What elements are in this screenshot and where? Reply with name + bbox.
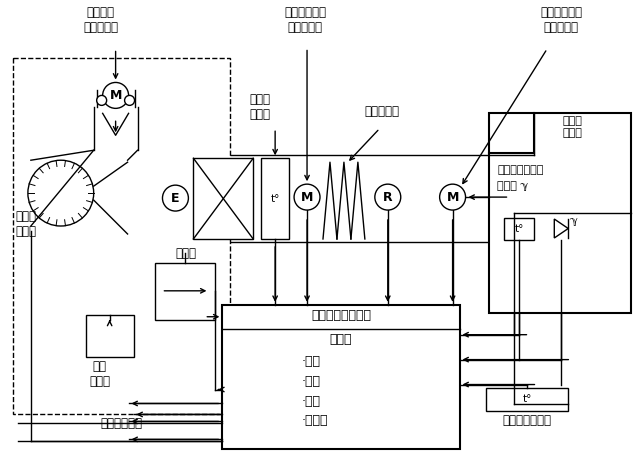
Text: M: M xyxy=(301,190,313,204)
Text: 水温传感器: 水温传感器 xyxy=(365,106,400,118)
Text: t°: t° xyxy=(515,224,524,234)
Circle shape xyxy=(440,184,465,210)
Text: M: M xyxy=(109,89,122,102)
Bar xyxy=(222,305,460,449)
Circle shape xyxy=(375,184,401,210)
Text: ·定时器: ·定时器 xyxy=(302,414,328,427)
Text: 空气混合控制
伺服电动机: 空气混合控制 伺服电动机 xyxy=(284,6,326,34)
Text: 仅限某些型号: 仅限某些型号 xyxy=(100,417,143,431)
Text: ·判断: ·判断 xyxy=(302,395,321,408)
Text: t°: t° xyxy=(523,395,532,404)
Text: 微电脑: 微电脑 xyxy=(330,333,352,346)
Text: E: E xyxy=(171,192,180,205)
Text: 压缩机: 压缩机 xyxy=(175,247,196,260)
Bar xyxy=(193,158,253,239)
Circle shape xyxy=(97,95,107,106)
Bar xyxy=(86,315,134,357)
Text: t°: t° xyxy=(271,194,280,204)
Circle shape xyxy=(125,95,134,106)
Text: 车内气温传感器: 车内气温传感器 xyxy=(497,165,544,175)
Bar xyxy=(486,388,568,412)
Bar xyxy=(504,218,534,240)
Circle shape xyxy=(102,83,129,108)
Text: 传感器 ℽ: 传感器 ℽ xyxy=(497,181,529,191)
Text: 气流方式控制
伺服电动机: 气流方式控制 伺服电动机 xyxy=(540,6,582,34)
Text: 车外气温传感器: 车外气温传感器 xyxy=(503,414,552,427)
Text: ·存储: ·存储 xyxy=(302,375,321,388)
Text: R: R xyxy=(383,190,392,204)
Text: ·计算: ·计算 xyxy=(302,355,321,367)
Text: 蒸发器
传感器: 蒸发器 传感器 xyxy=(250,94,271,121)
Bar xyxy=(490,113,631,313)
Bar xyxy=(156,263,215,320)
Circle shape xyxy=(294,184,320,210)
Circle shape xyxy=(28,160,93,226)
Text: 功率
晶体管: 功率 晶体管 xyxy=(89,360,110,388)
Text: 进气控制
伺服电动机: 进气控制 伺服电动机 xyxy=(83,6,118,34)
Bar xyxy=(261,158,289,239)
Circle shape xyxy=(163,185,188,211)
Bar xyxy=(13,58,230,414)
Text: 太阳能
传感器: 太阳能 传感器 xyxy=(563,116,582,138)
Text: 自动空调器放大器: 自动空调器放大器 xyxy=(311,309,371,322)
Text: ℽ: ℽ xyxy=(570,216,579,226)
Text: 鼓风机
电动机: 鼓风机 电动机 xyxy=(15,210,36,238)
Text: M: M xyxy=(447,190,459,204)
